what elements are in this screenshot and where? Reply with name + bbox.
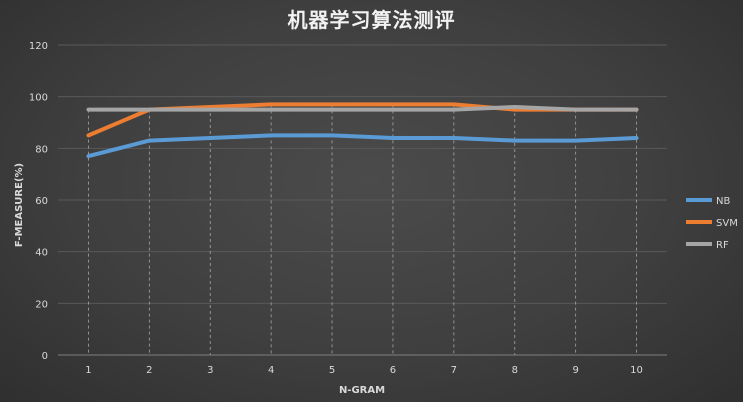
x-tick-label: 9	[572, 365, 578, 376]
legend: NB SVM RF	[686, 196, 738, 251]
y-tick-label: 0	[42, 351, 48, 362]
series-line-rf	[86, 105, 639, 112]
x-tick-label: 4	[268, 365, 274, 376]
x-axis-title: N-GRAM	[339, 385, 385, 396]
x-tick-label: 2	[146, 365, 152, 376]
chart-title: 机器学习算法测评	[287, 8, 456, 32]
x-tick-label: 5	[329, 365, 335, 376]
drop-lines	[88, 104, 637, 355]
x-tick-label: 10	[630, 365, 643, 376]
y-tick-label: 40	[35, 248, 48, 259]
x-tick-label: 8	[512, 365, 518, 376]
x-tick-label: 7	[451, 365, 457, 376]
y-tick-label: 20	[35, 299, 48, 310]
y-tick-label: 100	[29, 93, 48, 104]
y-tick-label: 120	[29, 41, 48, 52]
y-tick-label: 80	[35, 144, 48, 155]
legend-label-svm: SVM	[716, 218, 738, 229]
y-axis-title: F-MEASURE(%)	[14, 163, 25, 247]
series-line-nb	[86, 133, 639, 159]
legend-label-nb: NB	[716, 196, 730, 207]
legend-label-rf: RF	[716, 240, 729, 251]
axes: 0 20 40 60 80 100 120 1 2 3 4 5 6 7 8 9 10	[29, 41, 667, 376]
x-tick-label: 1	[85, 365, 91, 376]
x-tick-label: 3	[207, 365, 213, 376]
series-lines	[86, 102, 639, 159]
x-tick-label: 6	[390, 365, 396, 376]
y-tick-label: 60	[35, 196, 48, 207]
